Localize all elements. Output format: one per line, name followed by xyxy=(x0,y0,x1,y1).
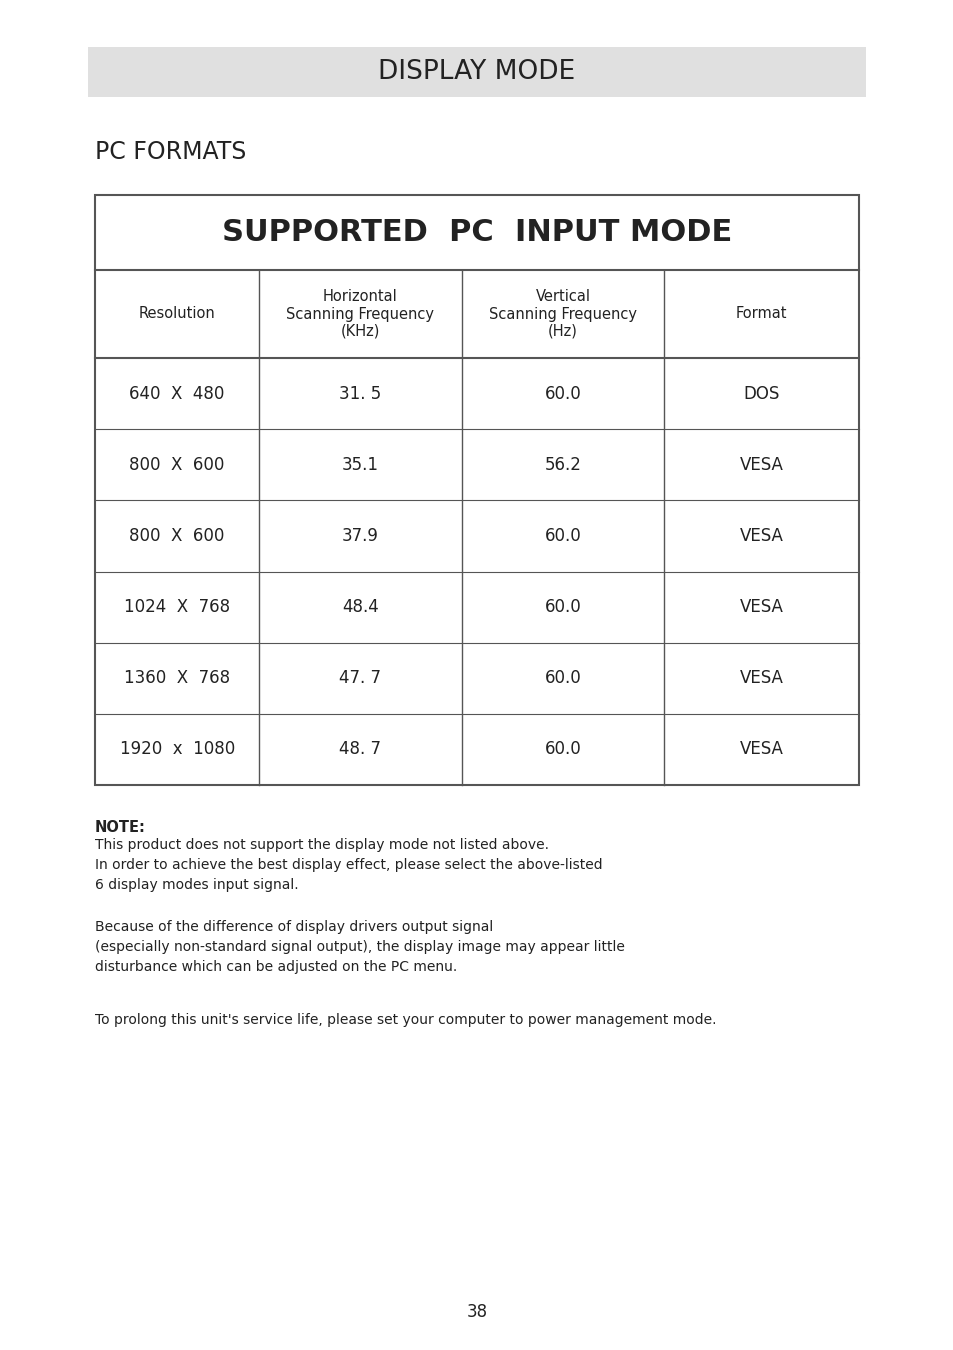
Text: VESA: VESA xyxy=(739,670,782,687)
Text: 1360  X  768: 1360 X 768 xyxy=(124,670,230,687)
Text: 1024  X  768: 1024 X 768 xyxy=(124,598,230,616)
Text: 60.0: 60.0 xyxy=(544,670,580,687)
Text: This product does not support the display mode not listed above.
In order to ach: This product does not support the displa… xyxy=(95,838,602,892)
Text: Vertical
Scanning Frequency
(Hz): Vertical Scanning Frequency (Hz) xyxy=(489,289,637,339)
Text: SUPPORTED  PC  INPUT MODE: SUPPORTED PC INPUT MODE xyxy=(222,217,731,247)
Text: 60.0: 60.0 xyxy=(544,526,580,545)
Bar xyxy=(88,47,865,97)
Text: 31. 5: 31. 5 xyxy=(339,385,381,402)
Text: 640  X  480: 640 X 480 xyxy=(130,385,225,402)
Text: Because of the difference of display drivers output signal
(especially non-stand: Because of the difference of display dri… xyxy=(95,919,624,975)
Text: 35.1: 35.1 xyxy=(341,456,378,474)
Text: NOTE:: NOTE: xyxy=(95,819,146,836)
Text: 48.4: 48.4 xyxy=(342,598,378,616)
Text: 1920  x  1080: 1920 x 1080 xyxy=(119,740,234,759)
Text: 60.0: 60.0 xyxy=(544,385,580,402)
Text: 60.0: 60.0 xyxy=(544,598,580,616)
Text: VESA: VESA xyxy=(739,526,782,545)
Text: Resolution: Resolution xyxy=(138,306,215,321)
Text: DOS: DOS xyxy=(742,385,779,402)
Text: 800  X  600: 800 X 600 xyxy=(130,526,225,545)
Text: VESA: VESA xyxy=(739,598,782,616)
Text: DISPLAY MODE: DISPLAY MODE xyxy=(378,59,575,85)
Text: VESA: VESA xyxy=(739,456,782,474)
Text: To prolong this unit's service life, please set your computer to power managemen: To prolong this unit's service life, ple… xyxy=(95,1012,716,1027)
Text: 56.2: 56.2 xyxy=(544,456,580,474)
Text: 47. 7: 47. 7 xyxy=(339,670,381,687)
Text: 800  X  600: 800 X 600 xyxy=(130,456,225,474)
Text: Horizontal
Scanning Frequency
(KHz): Horizontal Scanning Frequency (KHz) xyxy=(286,289,434,339)
Text: 48. 7: 48. 7 xyxy=(339,740,381,759)
Text: 38: 38 xyxy=(466,1303,487,1322)
Text: VESA: VESA xyxy=(739,740,782,759)
Bar xyxy=(95,194,858,784)
Text: PC FORMATS: PC FORMATS xyxy=(95,140,246,163)
Text: 60.0: 60.0 xyxy=(544,740,580,759)
Text: 37.9: 37.9 xyxy=(342,526,378,545)
Text: Format: Format xyxy=(735,306,786,321)
